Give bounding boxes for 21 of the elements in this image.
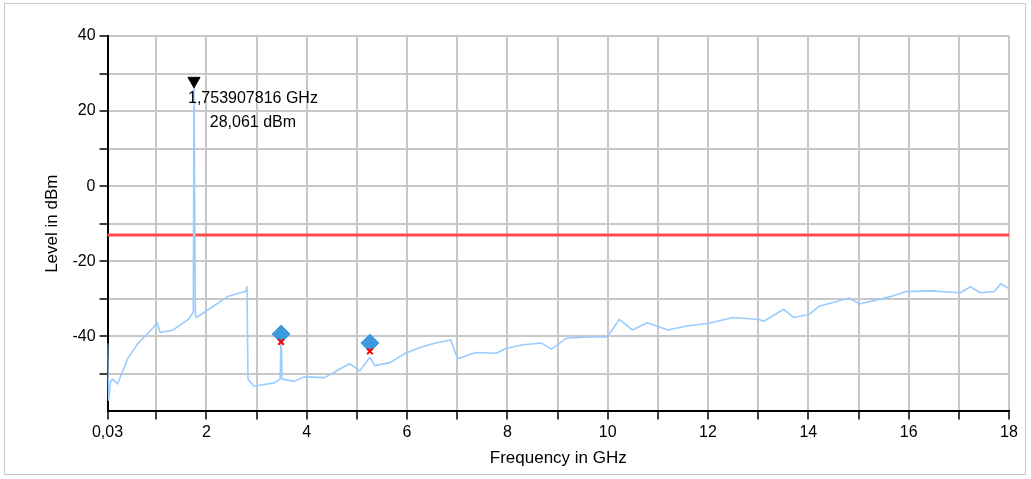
point <box>187 76 201 89</box>
y-tick-label: -20 <box>72 251 96 269</box>
x-tick-label: 2 <box>201 423 211 441</box>
point <box>271 324 291 344</box>
x-tick-label: 4 <box>302 423 312 441</box>
x-tick-label: 16 <box>899 423 918 441</box>
x-tick-label: 12 <box>699 423 718 441</box>
x-tick-label: 8 <box>502 423 512 441</box>
annotation: 1,753907816 GHz 28,061 dBm <box>188 88 318 130</box>
y-tick-label: 40 <box>77 26 96 44</box>
y-tick-label: -40 <box>72 326 96 344</box>
y-tick-label: 0 <box>86 176 96 194</box>
y-tick-label: 20 <box>77 101 96 119</box>
x-tick-label: 14 <box>799 423 818 441</box>
x-tick-label: 0,03 <box>91 423 124 441</box>
x-axis-title: Frequency in GHz <box>489 448 627 468</box>
y-axis-title: Level in dBm <box>41 174 61 273</box>
x-tick-label: 6 <box>402 423 412 441</box>
x-tick-label: 18 <box>1000 423 1018 441</box>
point <box>360 333 380 353</box>
x-tick-label: 10 <box>598 423 617 441</box>
